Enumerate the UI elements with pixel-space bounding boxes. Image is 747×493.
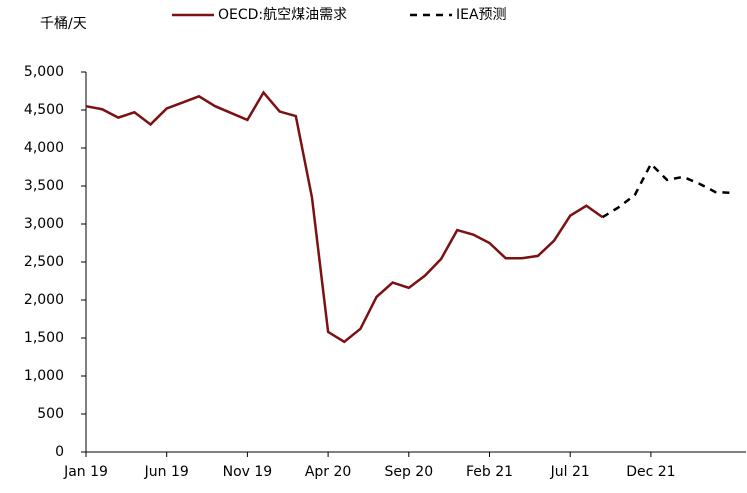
- x-tick-label: Apr 20: [305, 464, 351, 480]
- x-tick-label: Nov 19: [223, 464, 273, 480]
- y-tick-label: 4,500: [24, 102, 64, 118]
- y-tick-label: 1,000: [24, 368, 64, 384]
- y-tick-label: 3,500: [24, 178, 64, 194]
- x-tick-label: Sep 20: [384, 464, 433, 480]
- x-tick-label: Feb 21: [466, 464, 513, 480]
- y-tick-label: 0: [55, 444, 64, 460]
- y-tick-label: 2,500: [24, 254, 64, 270]
- legend-label: IEA预测: [456, 7, 507, 23]
- series-line: [85, 90, 604, 344]
- y-tick-label: 3,000: [24, 216, 64, 232]
- legend-label: OECD:航空煤油需求: [218, 7, 347, 23]
- series-line: [601, 161, 732, 219]
- y-tick-label: 4,000: [24, 140, 64, 156]
- y-tick-label: 5,000: [24, 64, 64, 80]
- x-tick-label: Jul 21: [550, 464, 590, 480]
- y-tick-label: 500: [37, 406, 64, 422]
- y-tick-label: 1,500: [24, 330, 64, 346]
- y-tick-label: 2,000: [24, 292, 64, 308]
- x-tick-label: Dec 21: [626, 464, 675, 480]
- x-tick-label: Jan 19: [63, 464, 108, 480]
- x-tick-label: Jun 19: [144, 464, 189, 480]
- y-axis-label: 千桶/天: [40, 16, 87, 32]
